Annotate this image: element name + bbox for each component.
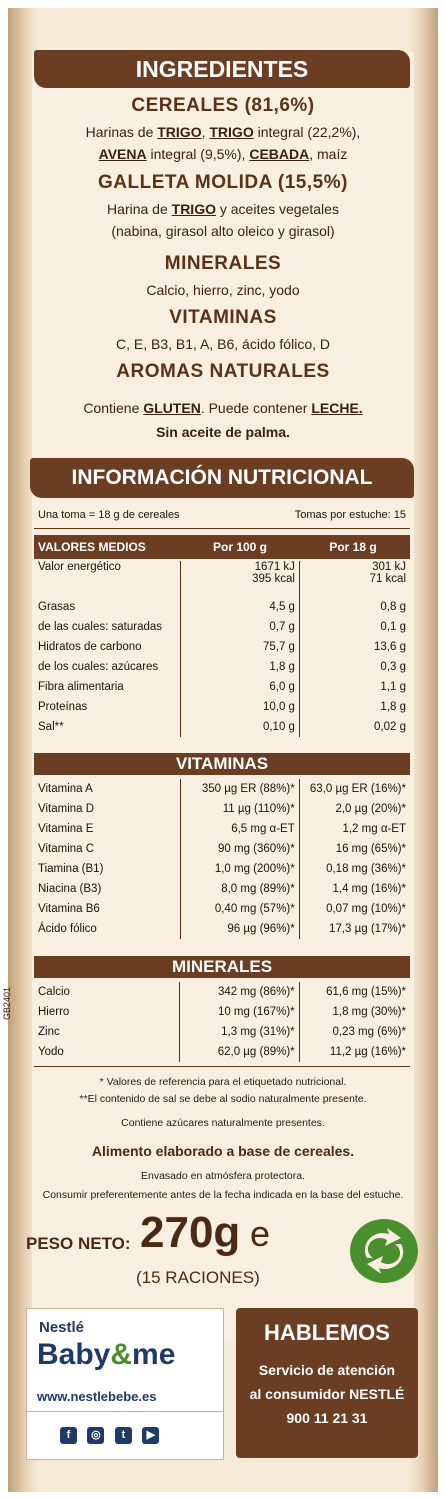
table-bottom-rule bbox=[34, 1066, 410, 1067]
table-row: Vitamina D 11 µg (110%)* 2,0 µg (20%)* bbox=[34, 799, 410, 819]
minerals-title: MINERALES bbox=[164, 253, 282, 274]
vitamins-table: Vitamina A 350 µg ER (88%)* 63,0 µg ER (16… bbox=[34, 779, 410, 939]
contact-box: HABLEMOS Servicio de atención al consumi… bbox=[236, 1308, 418, 1458]
brand-nestle: Nestlé bbox=[39, 1319, 85, 1336]
footnote-2: **El contenido de sal se debe al sodio n… bbox=[79, 1093, 367, 1105]
table-row: Vitamina E 6,5 mg α-ET 1,2 mg α-ET bbox=[34, 819, 410, 839]
biscuit-line-1: Harina de TRIGO y aceites vegetales bbox=[107, 201, 339, 217]
table-row: Proteínas 10,0 g 1,8 g bbox=[34, 697, 410, 717]
energy-v1: 1671 kJ 395 kcal bbox=[180, 561, 300, 597]
twitter-icon[interactable]: t bbox=[114, 1427, 132, 1444]
cereals-line-1: Harinas de TRIGO, TRIGO integral (22,2%)… bbox=[85, 124, 361, 140]
header-col1: Por 100 g bbox=[212, 540, 268, 554]
table-row: Zinc 1,3 mg (31%)* 0,23 mg (6%)* bbox=[34, 1022, 410, 1042]
net-weight-value: 270g bbox=[140, 1208, 241, 1257]
brand-logo: Baby&me bbox=[37, 1338, 176, 1371]
vitamins-text: C, E, B3, B1, A, B6, ácido fólico, D bbox=[116, 336, 330, 352]
net-weight-label: PESO NETO: bbox=[26, 1234, 131, 1253]
facebook-icon[interactable]: f bbox=[60, 1427, 77, 1444]
instagram-icon[interactable]: ◎ bbox=[87, 1427, 105, 1444]
biscuit-line-2: (nabina, girasol alto oleico y girasol) bbox=[111, 223, 335, 239]
green-dot-icon bbox=[349, 1218, 419, 1284]
minerals-table: Calcio 342 mg (86%)* 61,6 mg (15%)* Hierro… bbox=[34, 982, 410, 1062]
table-row: Grasas 4,5 g 0,8 g bbox=[34, 597, 410, 617]
contact-title: HABLEMOS bbox=[264, 1320, 390, 1345]
table-row: Vitamina B6 0,40 mg (57%)* 0,07 mg (10%)* bbox=[34, 899, 410, 919]
minerals-text: Calcio, hierro, zinc, yodo bbox=[146, 282, 300, 298]
side-code: GB2401 bbox=[2, 986, 12, 1020]
table-row: Valor energético 1671 kJ 395 kcal 301 kJ 7… bbox=[34, 561, 410, 597]
cereals-title: CEREALES (81,6%) bbox=[131, 95, 315, 116]
serving-info: Una toma = 18 g de cereales Tomas por es… bbox=[34, 506, 410, 529]
rations: (15 RACIONES) bbox=[136, 1268, 260, 1287]
packaging-info: Envasado en atmósfera protectora. bbox=[140, 1170, 305, 1182]
table-row: de las cuales: saturadas 0,7 g 0,1 g bbox=[34, 617, 410, 637]
header-label: VALORES MEDIOS bbox=[38, 540, 146, 554]
table-row: Calcio 342 mg (86%)* 61,6 mg (15%)* bbox=[34, 982, 410, 1002]
footnote-1: * Valores de referencia para el etiqueta… bbox=[99, 1076, 347, 1088]
energy-v2: 301 kJ 71 kcal bbox=[369, 561, 406, 585]
contains-line: Contiene GLUTEN. Puede contener LECHE. bbox=[83, 400, 363, 416]
brand-box: Nestlé Baby&me www.nestlebebe.es f ◎ t ▶ bbox=[26, 1308, 224, 1460]
contact-line-1: Servicio de atención bbox=[258, 1362, 396, 1378]
table-row: Ácido fólico 96 µg (96%)* 17,3 µg (17%)* bbox=[34, 919, 410, 939]
table-header: VALORES MEDIOS Por 100 g Por 18 g bbox=[34, 535, 410, 559]
table-row: Niacina (B3) 8,0 mg (89%)* 1,4 mg (16%)* bbox=[34, 879, 410, 899]
youtube-icon[interactable]: ▶ bbox=[142, 1427, 160, 1444]
estimated-e-mark: e bbox=[250, 1213, 271, 1254]
nutrition-title: INFORMACIÓN NUTRICIONAL bbox=[30, 458, 414, 498]
table-row: Tiamina (B1) 1,0 mg (200%)* 0,18 mg (36%)* bbox=[34, 859, 410, 879]
minerals-section-header: MINERALES bbox=[34, 956, 410, 978]
vitamins-title: VITAMINAS bbox=[169, 307, 277, 328]
table-row: Vitamina A 350 µg ER (88%)* 63,0 µg ER (16… bbox=[34, 779, 410, 799]
table-row: Sal** 0,10 g 0,02 g bbox=[34, 717, 410, 737]
serving-size: Una toma = 18 g de cereales bbox=[38, 509, 180, 521]
product-description: Alimento elaborado a base de cereales. bbox=[91, 1143, 355, 1159]
palm-line: Sin aceite de palma. bbox=[156, 424, 290, 440]
header-col2: Por 18 g bbox=[329, 540, 377, 554]
servings-per-box: Tomas por estuche: 15 bbox=[294, 509, 406, 521]
ingredients-title: INGREDIENTES bbox=[34, 50, 410, 88]
table-row: Hierro 10 mg (167%)* 1,8 mg (30%)* bbox=[34, 1002, 410, 1022]
cereals-line-2: AVENA integral (9,5%), CEBADA, maíz bbox=[98, 146, 348, 162]
nutrition-table: Valor energético 1671 kJ 395 kcal 301 kJ 7… bbox=[34, 561, 410, 737]
table-row: Fibra alimentaria 6,0 g 1,1 g bbox=[34, 677, 410, 697]
contact-line-2: al consumidor NESTLÉ bbox=[249, 1386, 405, 1402]
table-row: Hidratos de carbono 75,7 g 13,6 g bbox=[34, 637, 410, 657]
energy-label: Valor energético bbox=[38, 561, 121, 573]
table-row: de los cuales: azúcares 1,8 g 0,3 g bbox=[34, 657, 410, 677]
social-icons: f ◎ t ▶ bbox=[57, 1425, 162, 1444]
table-row: Yodo 62,0 µg (89%)* 11,2 µg (16%)* bbox=[34, 1042, 410, 1062]
footnote-3: Contiene azúcares naturalmente presentes… bbox=[121, 1117, 325, 1129]
aromas-title: AROMAS NATURALES bbox=[116, 361, 330, 382]
brand-url[interactable]: www.nestlebebe.es bbox=[37, 1389, 157, 1404]
brand-divider bbox=[27, 1411, 223, 1412]
best-before-info: Consumir preferentemente antes de la fec… bbox=[42, 1189, 404, 1201]
vitamins-section-header: VITAMINAS bbox=[34, 753, 410, 775]
biscuit-title: GALLETA MOLIDA (15,5%) bbox=[98, 172, 348, 193]
table-row: Vitamina C 90 mg (360%)* 16 mg (65%)* bbox=[34, 839, 410, 859]
contact-phone[interactable]: 900 11 21 31 bbox=[286, 1410, 368, 1426]
